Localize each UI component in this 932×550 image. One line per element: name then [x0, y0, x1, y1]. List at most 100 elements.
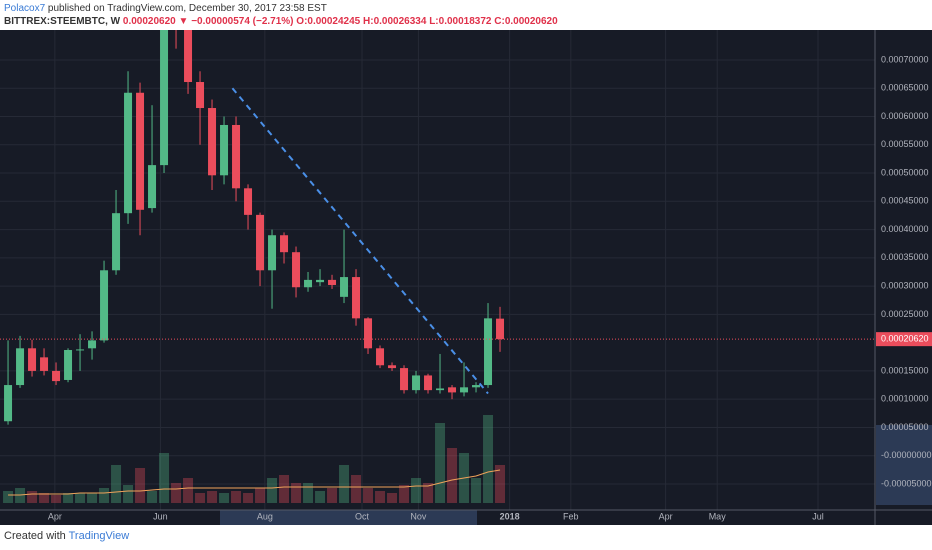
- volume-bar: [111, 465, 122, 503]
- candle-body: [448, 387, 457, 393]
- x-tick-label: Aug: [257, 511, 273, 521]
- candle-body: [112, 213, 121, 271]
- y-tick-label: 0.00035000: [881, 252, 929, 262]
- candle-body: [484, 318, 493, 386]
- volume-bar: [99, 488, 110, 503]
- candle-body: [76, 349, 85, 351]
- y-tick-label: 0.00050000: [881, 167, 929, 177]
- volume-bar: [303, 483, 314, 503]
- volume-bar: [387, 493, 398, 503]
- volume-bar: [351, 475, 362, 503]
- header-line: BITTREX:STEEMBTC, W 0.00020620 ▼ −0.0000…: [4, 16, 558, 27]
- candle-body: [136, 92, 145, 210]
- candle-body: [424, 375, 433, 391]
- candle-body: [148, 165, 157, 209]
- volume-bar: [219, 493, 230, 503]
- candle-body: [400, 368, 409, 391]
- volume-bar: [39, 493, 50, 503]
- volume-bar: [87, 493, 98, 503]
- candle-body: [376, 348, 385, 366]
- high: H:0.00026334: [363, 16, 427, 27]
- volume-bar: [3, 491, 14, 503]
- last-price-box: [876, 332, 932, 347]
- y-tick-label: 0.00015000: [881, 365, 929, 375]
- plot: [0, 30, 875, 510]
- candle-body: [340, 277, 349, 297]
- candle-body: [208, 108, 217, 176]
- x-tick-label: Apr: [48, 511, 62, 521]
- volume-bar: [171, 483, 182, 503]
- y-tick-label: 0.00025000: [881, 309, 929, 319]
- low: L:0.00018372: [429, 16, 492, 27]
- candle-body: [16, 348, 25, 386]
- published: published on TradingView.com, December 3…: [45, 3, 327, 14]
- header-line: Polacox7 published on TradingView.com, D…: [4, 3, 327, 14]
- brand[interactable]: TradingView: [68, 530, 130, 542]
- y-tick-label: 0.00065000: [881, 83, 929, 93]
- volume-bar: [327, 488, 338, 503]
- y-tick-label: 0.00040000: [881, 224, 929, 234]
- y-tick-label: 0.00010000: [881, 394, 929, 404]
- x-tick-label: 2018: [500, 511, 520, 521]
- x-tick-label: Jun: [153, 511, 168, 521]
- candle-body: [124, 92, 133, 214]
- symbol: BITTREX:STEEMBTC, W: [4, 16, 121, 27]
- candle-body: [196, 82, 205, 109]
- volume-bar: [363, 488, 374, 503]
- candle-body: [256, 214, 265, 271]
- candle-body: [100, 270, 109, 341]
- volume-bar: [123, 485, 134, 503]
- volume-bar: [255, 488, 266, 503]
- candle-body: [352, 277, 361, 319]
- x-tick-label: Nov: [410, 511, 427, 521]
- candle-body: [268, 235, 277, 271]
- x-tick-label: May: [709, 511, 727, 521]
- y-tick-label: 0.00070000: [881, 54, 929, 64]
- y-tick-label: -0.00000000: [881, 450, 932, 460]
- candle-body: [28, 348, 37, 371]
- candle-body: [184, 30, 193, 83]
- candle-body: [40, 357, 49, 371]
- volume-bar: [447, 448, 458, 503]
- volume-bar: [423, 483, 434, 503]
- arrow: ▼: [178, 16, 189, 27]
- y-tick-label: 0.00005000: [881, 422, 929, 432]
- volume-bar: [27, 491, 38, 503]
- author[interactable]: Polacox7: [4, 3, 46, 14]
- x-tick-label: Oct: [355, 511, 370, 521]
- trend-line: [231, 87, 489, 395]
- volume-bar: [483, 415, 494, 503]
- volume-bar: [135, 468, 146, 503]
- candle-body: [364, 318, 373, 349]
- volume-bar: [315, 491, 326, 503]
- x-tick-label: Jul: [812, 511, 824, 521]
- candle-body: [52, 370, 61, 382]
- background: [0, 30, 932, 525]
- volume-bar: [435, 423, 446, 503]
- candle-body: [460, 387, 469, 393]
- volume-bar: [375, 491, 386, 503]
- volume-bar: [75, 493, 86, 503]
- candle-body: [64, 350, 73, 380]
- volume-bar: [339, 465, 350, 503]
- candle-body: [436, 388, 445, 391]
- candle-body: [244, 188, 253, 215]
- candle-body: [472, 385, 481, 388]
- volume-bar: [279, 475, 290, 503]
- volume-ma: [8, 469, 501, 496]
- last: 0.00020620: [122, 16, 176, 27]
- y-tick-label: 0.00030000: [881, 280, 929, 290]
- volume-bar: [183, 478, 194, 503]
- y-tick-label: 0.00055000: [881, 139, 929, 149]
- candle-body: [316, 279, 325, 283]
- price-range-highlight: [876, 425, 932, 505]
- y-tick-label: 0.00060000: [881, 111, 929, 121]
- volume-bar: [243, 493, 254, 503]
- candle-body: [88, 340, 97, 349]
- axes: 0.00070000 0.00065000 0.00060000 0.00055000…: [48, 54, 932, 521]
- y-tick-label: -0.00005000: [881, 478, 932, 488]
- footer: Created with TradingView: [4, 530, 129, 542]
- open: O:0.00024245: [296, 16, 361, 27]
- volume-bar: [195, 493, 206, 503]
